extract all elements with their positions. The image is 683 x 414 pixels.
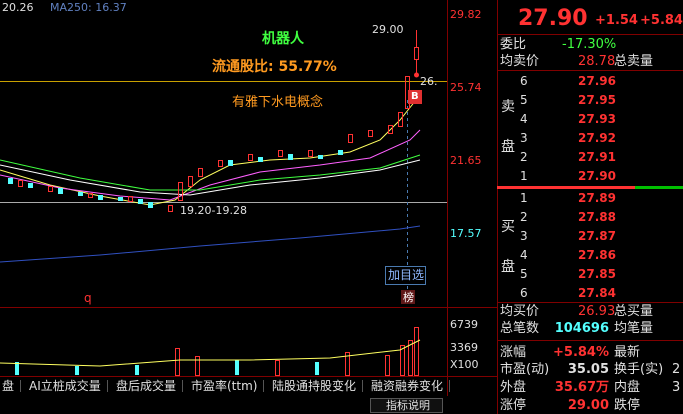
price-tick: 29.82 bbox=[450, 8, 482, 21]
indicator-tab[interactable]: AI立桩成交量 bbox=[29, 380, 108, 392]
field-value: 35.67万 bbox=[554, 380, 609, 395]
indicator-tab[interactable]: 盘 bbox=[2, 380, 22, 392]
wei-bi: -17.30% bbox=[562, 37, 617, 52]
range-label: 19.20-19.28 bbox=[180, 204, 247, 217]
concept-tag: 机器人 bbox=[262, 31, 304, 47]
level: 4 bbox=[520, 112, 528, 126]
high-label: 29.00 bbox=[372, 23, 404, 36]
level: 2 bbox=[520, 210, 528, 224]
ask-price: 27.93 bbox=[578, 112, 616, 126]
ma-value: MA250: 16.37 bbox=[50, 1, 127, 14]
volume-tick: 3369 bbox=[450, 341, 478, 354]
field-label: 涨停 bbox=[500, 398, 527, 413]
side-label: 卖 bbox=[501, 99, 515, 115]
side-label: 盘 bbox=[501, 139, 515, 155]
level: 4 bbox=[520, 248, 528, 262]
footer-button[interactable] bbox=[370, 398, 443, 413]
float-ratio: 流通股比: 55.77% bbox=[212, 59, 337, 75]
bid-price: 27.86 bbox=[578, 248, 616, 262]
indicator-tab[interactable]: 陆股通持股变化 bbox=[272, 380, 364, 392]
field-label: 总买量 bbox=[614, 304, 654, 319]
field-label: 外盘 bbox=[500, 380, 527, 395]
level: 1 bbox=[520, 169, 528, 183]
last-price: 27.90 bbox=[518, 6, 588, 31]
ma-line bbox=[0, 129, 421, 201]
field-value: 2 bbox=[672, 362, 681, 377]
field-label: 均买价 bbox=[500, 304, 540, 319]
buy-signal bbox=[408, 90, 422, 104]
field-label: 总卖量 bbox=[614, 54, 654, 69]
bid-price: 27.88 bbox=[578, 210, 616, 224]
bid-price: 27.89 bbox=[578, 191, 616, 205]
ma-line bbox=[0, 159, 421, 196]
level: 6 bbox=[520, 286, 528, 300]
field-value: 3 bbox=[672, 380, 681, 395]
level: 5 bbox=[520, 93, 528, 107]
ma-value: 20.26 bbox=[2, 1, 34, 14]
level: 1 bbox=[520, 191, 528, 205]
field-label: 总笔数 bbox=[500, 321, 540, 336]
bid-price: 27.87 bbox=[578, 229, 616, 243]
volume-tick: X100 bbox=[450, 358, 479, 371]
side-label: 盘 bbox=[501, 259, 515, 275]
ask-price: 27.90 bbox=[578, 169, 616, 183]
field-label: 市盈(动) bbox=[500, 362, 550, 377]
add-watch[interactable]: 加目选 bbox=[388, 268, 425, 282]
field-label: 内盘 bbox=[614, 380, 641, 395]
ask-price: 27.92 bbox=[578, 131, 616, 145]
level: 3 bbox=[520, 229, 528, 243]
rank-label: 榜 bbox=[403, 291, 414, 304]
level: 5 bbox=[520, 267, 528, 281]
ask-price: 27.91 bbox=[578, 150, 616, 164]
side-label: 买 bbox=[501, 219, 515, 235]
price-tick: 21.65 bbox=[450, 154, 482, 167]
field-value: 29.00 bbox=[567, 398, 609, 413]
volume-bars bbox=[0, 327, 421, 376]
price-tick: 25.74 bbox=[450, 81, 482, 94]
bid-price: 27.85 bbox=[578, 267, 616, 281]
field-label: 换手(实) bbox=[614, 362, 664, 377]
ask-price: 27.96 bbox=[578, 74, 616, 88]
marker: q bbox=[84, 291, 92, 305]
bid-price: 27.84 bbox=[578, 286, 616, 300]
change-pct: +5.84% bbox=[640, 13, 683, 28]
avg-ask: 28.78 bbox=[578, 54, 616, 69]
ma-line bbox=[0, 225, 421, 263]
ma-line bbox=[0, 154, 421, 191]
candles bbox=[8, 30, 419, 212]
field-label: 最新 bbox=[614, 345, 641, 360]
field-label: 均卖价 bbox=[500, 54, 540, 69]
rank-badge bbox=[401, 290, 415, 304]
field-value: +5.84% bbox=[553, 345, 609, 360]
price-tick: 17.57 bbox=[450, 227, 482, 240]
field-value: 35.05 bbox=[567, 362, 609, 377]
change: +1.54 bbox=[595, 13, 638, 28]
level: 2 bbox=[520, 150, 528, 164]
ask-price: 27.95 bbox=[578, 93, 616, 107]
concept-tag: 有雅下水电概念 bbox=[232, 95, 324, 110]
volume-tick: 6739 bbox=[450, 318, 478, 331]
field-label: 跌停 bbox=[614, 398, 641, 413]
field-label: 涨幅 bbox=[500, 345, 527, 360]
level: 6 bbox=[520, 74, 528, 88]
indicator-tab[interactable]: 融资融券变化 bbox=[371, 380, 451, 392]
buy-signal-label: B bbox=[411, 91, 419, 102]
footer-button-label[interactable]: 指标说明 bbox=[386, 399, 430, 412]
field-label: 委比 bbox=[500, 37, 527, 52]
current-label: 26. bbox=[420, 75, 438, 88]
level: 3 bbox=[520, 131, 528, 145]
avg-bid: 26.93 bbox=[578, 304, 616, 319]
indicator-tab[interactable]: 盘后成交量 bbox=[116, 380, 184, 392]
indicator-tab[interactable]: 市盈率(ttm) bbox=[191, 380, 265, 392]
add-watch-button[interactable] bbox=[385, 266, 426, 285]
field-label: 均笔量 bbox=[614, 321, 654, 336]
field-value: 104696 bbox=[554, 321, 609, 336]
